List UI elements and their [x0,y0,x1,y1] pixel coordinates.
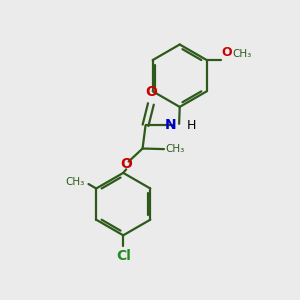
Text: CH₃: CH₃ [166,144,185,154]
Text: N: N [165,118,177,132]
Text: O: O [145,85,157,100]
Text: CH₃: CH₃ [65,177,85,187]
Text: Cl: Cl [116,249,131,263]
Text: CH₃: CH₃ [232,50,251,59]
Text: O: O [120,157,132,171]
Text: H: H [186,119,196,132]
Text: O: O [222,46,232,59]
